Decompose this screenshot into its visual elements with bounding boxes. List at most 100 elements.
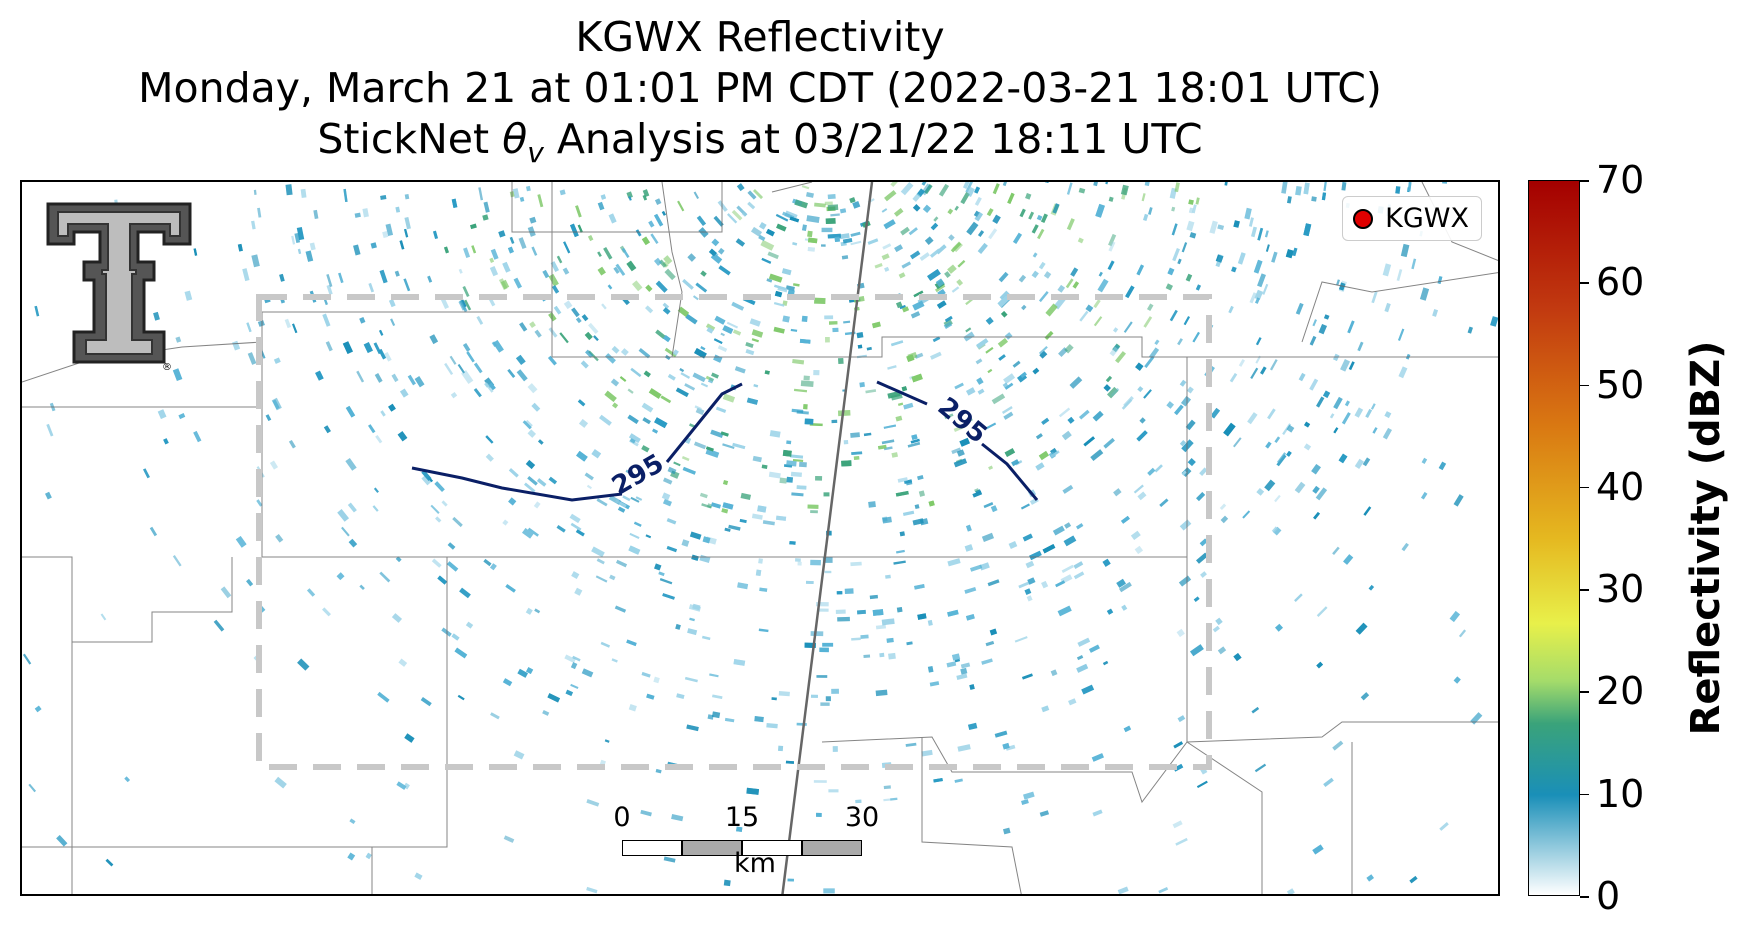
reflectivity-gate xyxy=(777,287,788,293)
reflectivity-gate xyxy=(614,499,627,508)
reflectivity-gate xyxy=(737,582,749,590)
reflectivity-gate xyxy=(585,349,594,358)
reflectivity-gate xyxy=(1338,453,1348,464)
reflectivity-gate xyxy=(675,623,681,630)
reflectivity-gate xyxy=(695,282,708,293)
reflectivity-gate xyxy=(677,200,685,212)
reflectivity-gate xyxy=(596,498,608,507)
reflectivity-gate xyxy=(960,667,968,675)
reflectivity-gate xyxy=(927,619,933,626)
radar-map[interactable]: 295 295 ® KGWX 0 15 30 km xyxy=(20,180,1500,896)
reflectivity-gate xyxy=(1092,410,1104,422)
reflectivity-gate xyxy=(726,213,738,224)
reflectivity-gate xyxy=(452,516,463,528)
reflectivity-gate xyxy=(715,406,727,413)
reflectivity-gate xyxy=(1037,228,1045,240)
reflectivity-gate xyxy=(901,386,908,392)
reflectivity-gate xyxy=(309,242,316,251)
reflectivity-gate xyxy=(893,560,906,565)
reflectivity-gate xyxy=(384,352,392,362)
reflectivity-gate xyxy=(1174,182,1180,193)
reflectivity-gate xyxy=(1257,273,1266,288)
reflectivity-gate xyxy=(1105,375,1113,383)
reflectivity-gate xyxy=(342,341,353,355)
reflectivity-gate xyxy=(953,424,966,432)
reflectivity-gate xyxy=(687,253,696,262)
reflectivity-gate xyxy=(157,409,167,419)
reflectivity-gate xyxy=(379,329,384,336)
reflectivity-gate xyxy=(625,469,632,475)
title-line-2: Monday, March 21 at 01:01 PM CDT (2022-0… xyxy=(138,64,1382,112)
reflectivity-gate xyxy=(380,194,387,200)
reflectivity-gate xyxy=(1066,182,1073,195)
reflectivity-gate xyxy=(1298,372,1306,382)
reflectivity-gate xyxy=(810,694,818,698)
reflectivity-gate xyxy=(34,305,40,317)
reflectivity-gate xyxy=(274,776,287,789)
reflectivity-gate xyxy=(585,349,594,358)
reflectivity-gate xyxy=(914,352,924,359)
reflectivity-gate xyxy=(1012,232,1023,244)
reflectivity-gate xyxy=(754,716,764,723)
reflectivity-gate xyxy=(1217,224,1225,231)
reflectivity-gate xyxy=(857,609,866,615)
reflectivity-gate xyxy=(837,616,850,622)
reflectivity-gate xyxy=(1419,287,1430,301)
reflectivity-gate xyxy=(997,337,1008,348)
reflectivity-gate xyxy=(563,241,571,254)
reflectivity-gate xyxy=(981,658,993,665)
reflectivity-gate xyxy=(662,498,672,507)
reflectivity-gate xyxy=(430,504,440,514)
reflectivity-gate xyxy=(1254,297,1260,304)
reflectivity-gate xyxy=(654,198,662,205)
reflectivity-gate xyxy=(502,678,513,687)
reflectivity-gate xyxy=(1103,437,1115,449)
county-line xyxy=(921,737,1022,894)
reflectivity-gate xyxy=(626,639,637,647)
reflectivity-gate xyxy=(163,438,169,445)
map-legend: KGWX xyxy=(1342,196,1482,241)
reflectivity-gate xyxy=(1449,610,1461,623)
reflectivity-gate xyxy=(1467,326,1473,334)
reflectivity-gate xyxy=(1076,523,1084,530)
reflectivity-gate xyxy=(984,422,997,430)
reflectivity-gate xyxy=(257,207,262,218)
reflectivity-gate xyxy=(1079,409,1090,420)
reflectivity-gate xyxy=(1067,416,1075,424)
reflectivity-gate xyxy=(1106,608,1114,615)
reflectivity-gate xyxy=(630,367,642,378)
reflectivity-gate xyxy=(732,442,746,450)
reflectivity-gate xyxy=(399,240,405,250)
reflectivity-gate xyxy=(1143,389,1152,399)
reflectivity-gate xyxy=(525,419,533,428)
reflectivity-gate xyxy=(1035,462,1045,471)
reflectivity-gate xyxy=(954,205,959,211)
reflectivity-gate xyxy=(370,242,377,249)
reflectivity-gate xyxy=(910,311,921,319)
reflectivity-gate xyxy=(1036,214,1043,221)
reflectivity-gate xyxy=(420,696,432,707)
reflectivity-gate xyxy=(172,555,182,567)
reflectivity-gate xyxy=(682,466,696,475)
reflectivity-gate xyxy=(928,500,935,507)
reflectivity-gate xyxy=(390,318,396,327)
reflectivity-gate xyxy=(645,284,653,292)
reflectivity-gate xyxy=(700,346,706,351)
reflectivity-gate xyxy=(454,647,468,659)
reflectivity-gate xyxy=(483,558,492,567)
reflectivity-gate xyxy=(973,210,980,218)
reflectivity-gate xyxy=(707,377,714,384)
reflectivity-gate xyxy=(627,414,639,425)
reflectivity-gate xyxy=(1185,273,1193,282)
reflectivity-gate xyxy=(1023,791,1035,800)
colorbar-tick-mark xyxy=(1580,180,1589,182)
reflectivity-gate xyxy=(570,683,579,690)
reflectivity-gate xyxy=(153,311,160,321)
reflectivity-gate xyxy=(994,730,1008,738)
reflectivity-gate xyxy=(834,236,840,243)
reflectivity-gate xyxy=(1264,230,1269,238)
radar-site-marker-icon xyxy=(1353,208,1374,229)
reflectivity-gate xyxy=(749,318,761,327)
reflectivity-gate xyxy=(1316,606,1328,617)
reflectivity-gate xyxy=(1312,319,1317,327)
